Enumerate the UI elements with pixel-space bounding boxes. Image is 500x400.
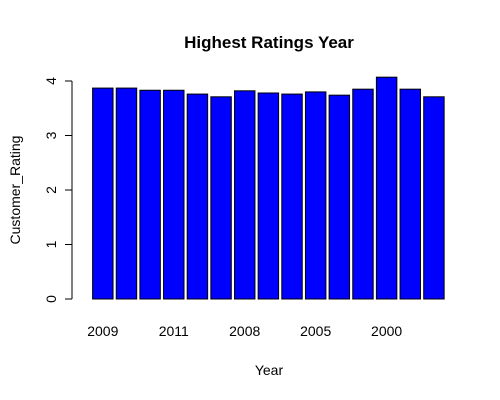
bar: [399, 88, 421, 300]
bar: [234, 90, 256, 300]
y-axis-label: Customer_Rating: [7, 136, 23, 245]
bar: [115, 87, 138, 300]
x-tick-label: 2000: [371, 323, 402, 339]
bar: [328, 94, 351, 300]
bar: [92, 87, 114, 300]
x-tick-label: 2009: [87, 323, 118, 339]
bar: [423, 96, 445, 300]
y-tick-label: 1: [43, 240, 59, 248]
bar: [281, 93, 303, 300]
bar: [304, 91, 327, 300]
bar: [186, 93, 209, 300]
y-tick-label: 4: [43, 77, 59, 85]
bar: [375, 76, 398, 300]
y-tick-label: 0: [43, 295, 59, 303]
bar: [352, 88, 374, 300]
bar: [139, 89, 161, 300]
bar: [210, 96, 232, 300]
bar: [163, 89, 185, 300]
bar: [257, 92, 280, 300]
chart-title: Highest Ratings Year: [184, 33, 354, 52]
y-tick-label: 2: [43, 186, 59, 194]
y-tick-label: 3: [43, 131, 59, 139]
x-tick-label: 2011: [159, 323, 189, 339]
x-axis-label: Year: [255, 362, 284, 378]
x-tick-label: 2005: [300, 323, 331, 339]
x-tick-label: 2008: [229, 323, 260, 339]
